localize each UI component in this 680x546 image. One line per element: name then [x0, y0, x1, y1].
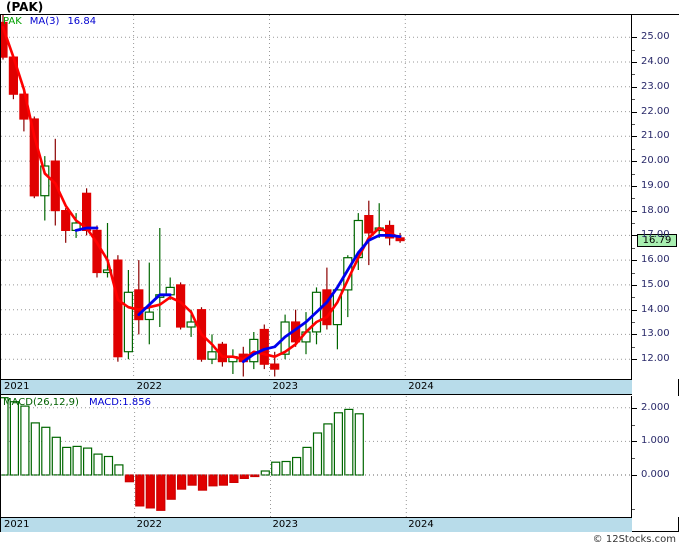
price-axis-label: 21.00 [641, 130, 670, 142]
x-axis-year-label: 2024 [408, 381, 434, 392]
price-axis-tick [632, 136, 637, 138]
price-axis-label: 22.00 [641, 105, 670, 117]
price-axis-tick [632, 62, 637, 63]
price-axis-label: 20.00 [641, 155, 670, 167]
price-axis-tick [632, 37, 637, 39]
price-axis-tick [632, 161, 637, 163]
price-x-axis-date-band[interactable]: 2021 2022 2023 2024 [1, 379, 632, 395]
price-axis-label: 23.00 [641, 80, 670, 92]
price-axis-label: 17.00 [641, 229, 670, 241]
chart-title: (PAK) [6, 0, 44, 14]
price-axis-label: 15.00 [641, 278, 670, 290]
price-axis-tick [632, 284, 637, 286]
price-axis-label: 16.00 [641, 254, 670, 266]
macd-y-axis: 2.000 1.000 0.000 [632, 396, 679, 517]
price-axis-minor-tick [632, 99, 635, 101]
footer-watermark: © 12Stocks.com [592, 534, 676, 545]
price-axis-label: 19.00 [641, 179, 670, 191]
price-axis-tick [632, 235, 637, 237]
price-axis-tick [632, 309, 637, 311]
macd-axis-minor-tick [632, 508, 635, 510]
x-axis-year-label: 2021 [4, 381, 30, 392]
macd-x-axis-date-band[interactable]: 2021 2022 2023 2024 [1, 517, 632, 532]
macd-legend: MACD(26,12,9) MACD:1.856 [3, 397, 151, 409]
macd-axis-label: 1.000 [641, 435, 670, 447]
price-axis-minor-tick [632, 124, 635, 125]
macd-axis-label: 2.000 [641, 401, 670, 413]
price-axis-label: 14.00 [641, 303, 670, 315]
price-y-axis: 16.79 25.00 24.00 23.00 22.00 21.00 20.00 19.0… [632, 15, 679, 379]
macd-legend-value: MACD:1.856 [88, 397, 151, 408]
price-candlestick-svg [1, 15, 631, 379]
price-legend-ma-label: MA(3) [29, 16, 60, 27]
price-axis-minor-tick [632, 346, 635, 348]
price-axis-label: 12.00 [641, 353, 670, 365]
price-axis-tick [632, 111, 637, 113]
price-axis-minor-tick [632, 272, 635, 274]
macd-axis-tick [632, 441, 637, 443]
price-axis-minor-tick [632, 49, 635, 51]
price-axis-minor-tick [632, 74, 635, 76]
x-axis-year-label: 2024 [408, 519, 434, 530]
price-chart-panel[interactable] [1, 15, 632, 379]
price-axis-label: 18.00 [641, 204, 670, 216]
x-axis-year-label: 2022 [136, 519, 163, 530]
price-axis-tick [632, 185, 637, 187]
x-axis-year-label: 2021 [4, 519, 30, 530]
last-price-badge: 16.79 [637, 234, 677, 248]
macd-axis-minor-tick [632, 458, 635, 460]
x-axis-year-label: 2023 [272, 381, 298, 392]
price-axis-minor-tick [632, 198, 635, 200]
price-axis-minor-tick [632, 247, 635, 249]
price-axis-tick [632, 359, 637, 361]
price-legend-symbol: PAK [3, 16, 22, 27]
macd-histogram-svg [1, 396, 631, 517]
price-axis-tick [632, 334, 637, 336]
price-legend-ma-value: 16.84 [67, 16, 97, 27]
price-legend: PAK MA(3) 16.84 [3, 16, 96, 28]
macd-axis-tick [632, 475, 637, 476]
macd-legend-name: MACD(26,12,9) [3, 397, 79, 408]
price-axis-label: 24.00 [641, 56, 670, 67]
price-axis-minor-tick [632, 148, 635, 150]
price-axis-minor-tick [632, 322, 635, 323]
price-axis-minor-tick [632, 297, 635, 299]
price-axis-tick [632, 260, 637, 262]
x-axis-year-label: 2023 [272, 519, 298, 530]
price-axis-minor-tick [632, 173, 635, 175]
macd-axis-minor-tick [632, 424, 635, 426]
macd-axis-label: 0.000 [641, 469, 670, 480]
x-axis-year-label: 2022 [136, 381, 163, 392]
macd-chart-panel[interactable] [1, 396, 632, 517]
macd-axis-tick [632, 407, 637, 409]
price-axis-minor-tick [632, 223, 635, 224]
price-axis-label: 25.00 [641, 31, 670, 43]
price-axis-tick [632, 210, 637, 212]
price-axis-tick [632, 86, 637, 88]
price-axis-label: 13.00 [641, 328, 670, 340]
